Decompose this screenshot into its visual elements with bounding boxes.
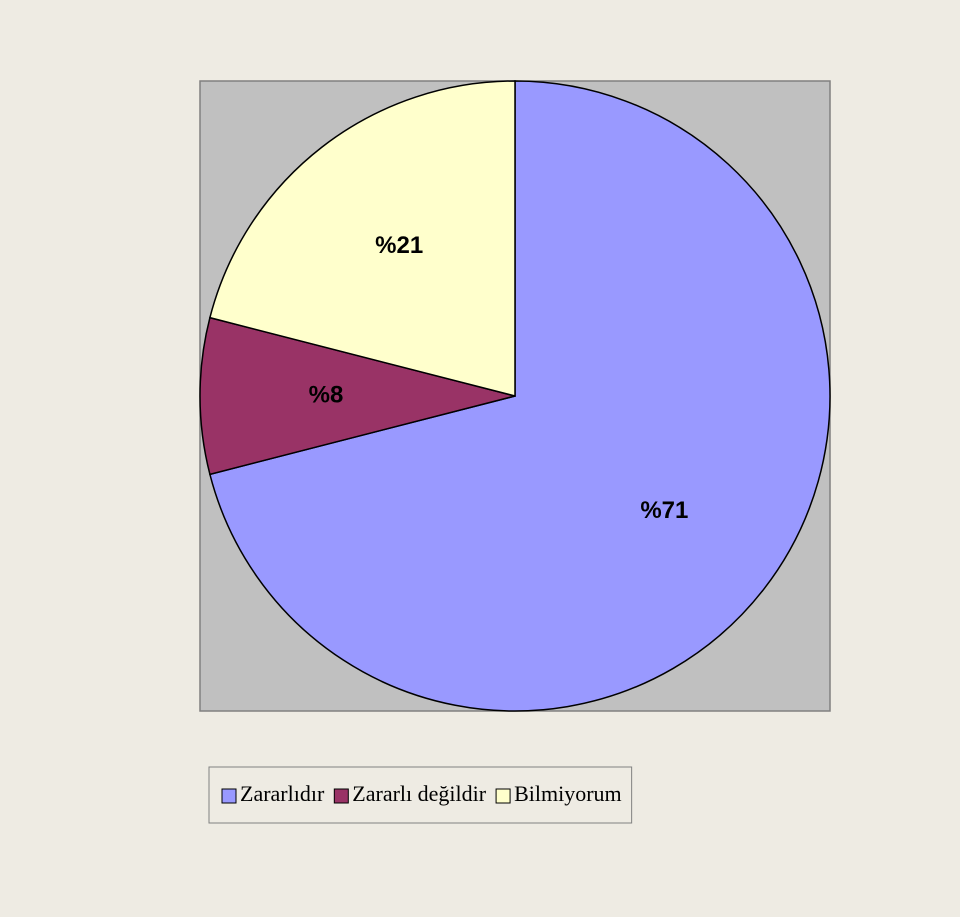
legend-swatch [495, 788, 511, 804]
pie-slice [208, 80, 831, 712]
legend [208, 766, 633, 824]
legend-label: Bilmiyorum [514, 781, 622, 806]
legend-swatch [333, 788, 349, 804]
pie-slice [208, 80, 516, 397]
pie-slice [199, 316, 516, 476]
value-label: %21 [375, 232, 423, 259]
value-label: %8 [309, 381, 344, 408]
value-label: %71 [640, 497, 688, 524]
legend-label: Zararlı değildir [352, 781, 486, 806]
legend-swatch [221, 788, 237, 804]
legend-label: Zararlıdır [240, 781, 325, 806]
